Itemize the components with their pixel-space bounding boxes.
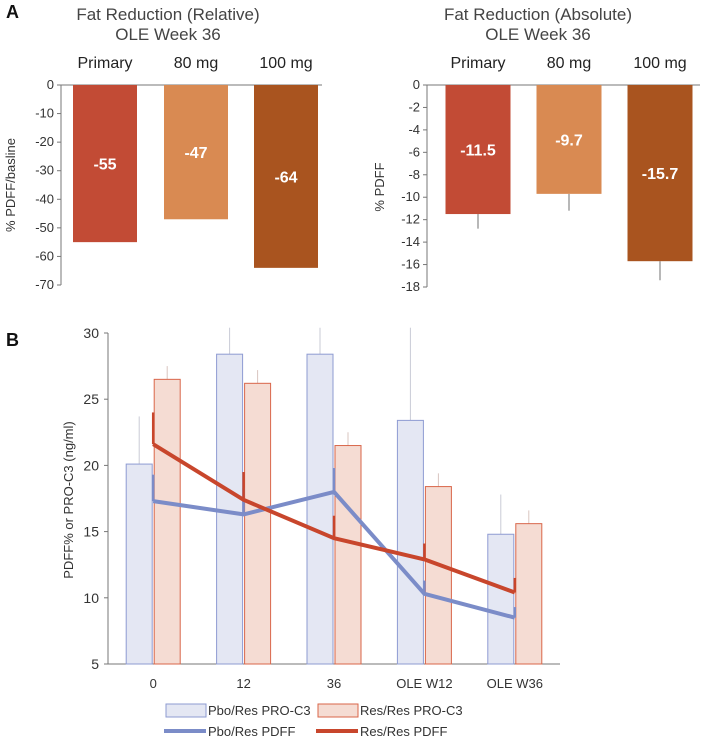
y-tick-label: -60	[35, 248, 54, 263]
y-tick-label: 25	[83, 391, 99, 407]
data-label: -64	[274, 169, 297, 186]
category-label: 80 mg	[174, 55, 218, 72]
y-tick-label: -14	[401, 234, 420, 249]
category-label: Primary	[450, 55, 505, 72]
y-tick-label: -8	[408, 167, 420, 182]
pbo-pro-c3-bar	[487, 533, 515, 665]
panel-b-letter: B	[6, 330, 19, 350]
absolute-title-line1: Fat Reduction (Absolute)	[444, 5, 632, 24]
x-tick-label: 12	[236, 676, 250, 691]
y-tick-label: 5	[91, 656, 99, 672]
bar-primary	[445, 85, 511, 215]
relative-chart: 0 -10 -20 -30 -40 -50 -60 -70 -55 Primary -47 80 mg…	[35, 55, 322, 292]
timecourse-chart: 5 10 15 20 25 30 0 12 36 OLE W12 OLE W36	[83, 325, 560, 691]
bar-100-mg	[627, 85, 693, 262]
relative-title-line1: Fat Reduction (Relative)	[76, 5, 259, 24]
y-tick-label: -40	[35, 191, 54, 206]
y-tick-label: -20	[35, 134, 54, 149]
bar-100-mg	[254, 85, 318, 268]
legend-pbo-bar-label: Pbo/Res PRO-C3	[208, 703, 311, 718]
x-tick-label: OLE W12	[396, 676, 452, 691]
y-tick-label: -10	[35, 106, 54, 121]
data-label: -55	[93, 157, 116, 174]
y-tick-label: -30	[35, 163, 54, 178]
category-label: 100 mg	[633, 55, 686, 72]
category-label: Primary	[77, 55, 132, 72]
y-tick-label: -18	[401, 279, 420, 294]
y-tick-label: -6	[408, 144, 420, 159]
y-tick-label: 30	[83, 325, 99, 341]
y-tick-label: -70	[35, 277, 54, 292]
timecourse-ylabel: PDFF% or PRO-C3 (ng/ml)	[61, 421, 76, 578]
res-pro-c3-bar	[515, 523, 543, 665]
relative-ylabel: % PDFF/basline	[3, 138, 18, 232]
y-tick-label: -16	[401, 257, 420, 272]
relative-title-line2: OLE Week 36	[115, 25, 221, 44]
legend-res-line-label: Res/Res PDFF	[360, 724, 447, 739]
bar-80-mg	[536, 85, 602, 194]
res-pro-c3-bar	[244, 382, 272, 665]
pbo-pdff-line	[152, 489, 516, 620]
legend-res-bar-label: Res/Res PRO-C3	[360, 703, 463, 718]
x-tick-label: OLE W36	[487, 676, 543, 691]
absolute-title-line2: OLE Week 36	[485, 25, 591, 44]
bar-80-mg	[164, 85, 228, 220]
y-tick-label: -10	[401, 189, 420, 204]
panel-a-letter: A	[6, 2, 19, 22]
y-tick-label: -4	[408, 122, 420, 137]
absolute-chart: 0 -2 -4 -6 -8 -10 -12 -14 -16 -18 -11.5 Primary -9.7…	[401, 55, 700, 294]
x-tick-label: 36	[327, 676, 341, 691]
category-label: 80 mg	[547, 55, 591, 72]
data-label: -9.7	[555, 132, 583, 149]
pbo-pro-c3-bar	[306, 353, 334, 665]
pbo-pro-c3-bar	[396, 419, 424, 665]
legend-pbo-line-label: Pbo/Res PDFF	[208, 724, 295, 739]
data-label: -11.5	[460, 143, 496, 160]
absolute-ylabel: % PDFF	[372, 162, 387, 211]
y-tick-label: 10	[83, 590, 99, 606]
legend-pbo-bar-swatch	[165, 703, 207, 718]
y-tick-label: -12	[401, 212, 420, 227]
legend-res-bar-swatch	[317, 703, 359, 718]
data-label: -15.7	[642, 166, 679, 183]
pbo-pro-c3-bar	[125, 463, 153, 665]
y-tick-label: 0	[413, 77, 420, 92]
res-pdff-line	[152, 442, 516, 595]
x-tick-label: 0	[150, 676, 157, 691]
y-tick-label: 15	[83, 524, 99, 540]
bar-primary	[73, 85, 137, 243]
y-tick-label: 0	[47, 77, 54, 92]
res-pro-c3-bar	[153, 378, 181, 665]
res-pro-c3-bar	[424, 486, 452, 665]
res-pro-c3-bar	[334, 445, 362, 665]
y-tick-label: -2	[408, 99, 420, 114]
legend: Pbo/Res PRO-C3 Res/Res PRO-C3 Pbo/Res PD…	[164, 703, 463, 739]
data-label: -47	[184, 145, 207, 162]
y-tick-label: 20	[83, 457, 99, 473]
y-tick-label: -50	[35, 220, 54, 235]
category-label: 100 mg	[259, 55, 312, 72]
